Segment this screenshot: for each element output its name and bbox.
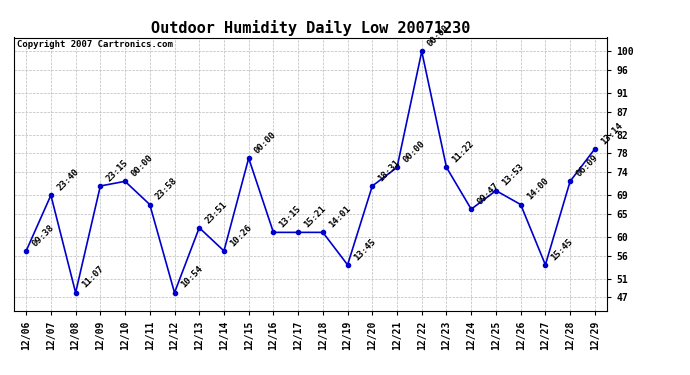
Text: 23:15: 23:15 — [104, 158, 130, 183]
Text: 11:07: 11:07 — [80, 264, 105, 290]
Text: Copyright 2007 Cartronics.com: Copyright 2007 Cartronics.com — [17, 40, 172, 49]
Text: 11:22: 11:22 — [451, 139, 476, 165]
Text: 14:00: 14:00 — [525, 176, 550, 202]
Text: 23:40: 23:40 — [55, 167, 81, 192]
Text: 15:21: 15:21 — [302, 204, 328, 230]
Text: 14:01: 14:01 — [327, 204, 353, 230]
Text: 13:14: 13:14 — [599, 121, 624, 146]
Text: 06:09: 06:09 — [574, 153, 600, 178]
Text: 00:00: 00:00 — [253, 130, 278, 155]
Text: 10:26: 10:26 — [228, 223, 253, 248]
Text: 10:54: 10:54 — [179, 264, 204, 290]
Text: 09:38: 09:38 — [30, 223, 56, 248]
Text: 00:00: 00:00 — [426, 23, 451, 49]
Text: 13:53: 13:53 — [500, 162, 526, 188]
Text: 23:58: 23:58 — [154, 176, 179, 202]
Text: 00:00: 00:00 — [401, 139, 426, 165]
Text: 23:51: 23:51 — [204, 200, 229, 225]
Text: 15:45: 15:45 — [549, 237, 575, 262]
Text: 09:47: 09:47 — [475, 181, 501, 206]
Text: 13:15: 13:15 — [277, 204, 303, 230]
Text: 18:31: 18:31 — [377, 158, 402, 183]
Text: 00:00: 00:00 — [129, 153, 155, 178]
Title: Outdoor Humidity Daily Low 20071230: Outdoor Humidity Daily Low 20071230 — [151, 20, 470, 36]
Text: 13:45: 13:45 — [352, 237, 377, 262]
